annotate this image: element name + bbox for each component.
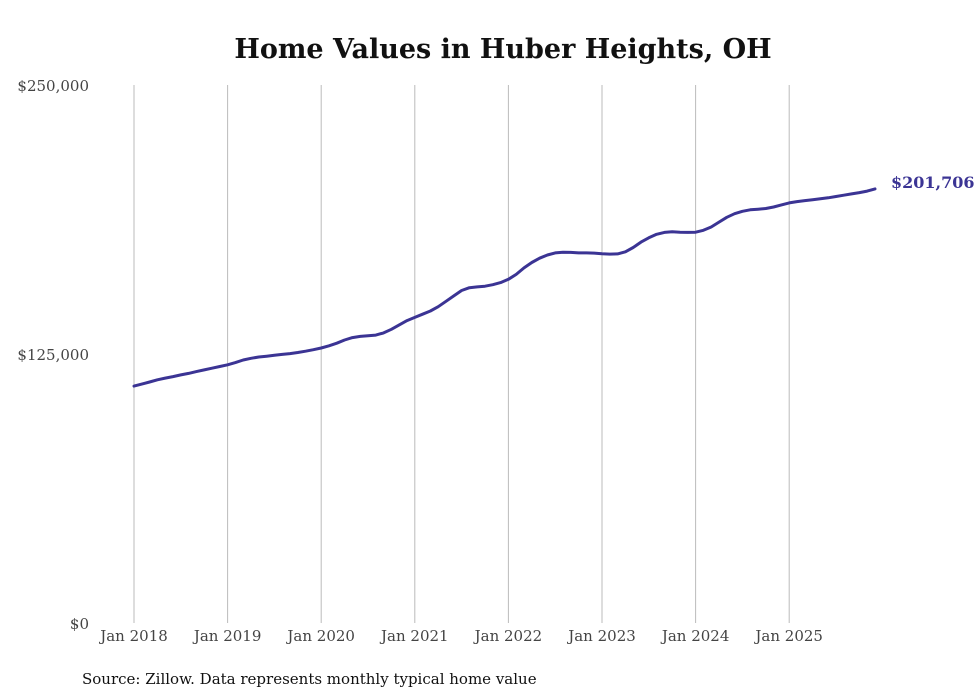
x-tick-label: Jan 2019 [192,627,262,645]
x-axis: Jan 2018 Jan 2019 Jan 2020 Jan 2021 Jan 2022… [98,627,823,645]
x-tick-label: Jan 2018 [98,627,168,645]
series-line [132,187,877,388]
x-tick-label: Jan 2025 [753,627,823,645]
x-tick-label: Jan 2021 [379,627,449,645]
y-axis: $0 $125,000 $250,000 [17,77,89,633]
x-tick-label: Jan 2024 [660,627,730,645]
y-tick-label: $250,000 [17,77,89,95]
chart-title: Home Values in Huber Heights, OH [234,34,771,65]
end-value-label: $201,706 [891,173,975,192]
gridlines [133,85,790,623]
source-note: Source: Zillow. Data represents monthly … [82,670,537,688]
y-tick-label: $0 [70,615,89,633]
y-tick-label: $125,000 [17,346,89,364]
x-tick-label: Jan 2023 [566,627,636,645]
x-tick-label: Jan 2022 [473,627,543,645]
x-tick-label: Jan 2020 [285,627,355,645]
